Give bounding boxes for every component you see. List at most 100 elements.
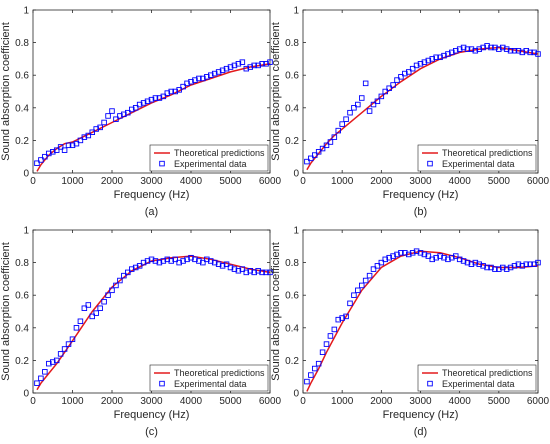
data-point-experimental: [304, 378, 310, 385]
y-tick-label: 0.4: [15, 103, 29, 114]
data-point-experimental: [160, 93, 167, 100]
data-point-experimental: [117, 113, 123, 119]
data-point-experimental: [109, 108, 115, 114]
data-point-experimental: [386, 85, 392, 91]
data-point-experimental: [46, 360, 52, 367]
data-point-experimental: [417, 61, 424, 67]
data-point-experimental: [476, 261, 483, 267]
data-point-experimental: [437, 253, 443, 259]
data-point-experimental: [398, 74, 404, 80]
x-tick-label: 6000: [527, 176, 550, 187]
data-point-experimental: [219, 263, 226, 269]
data-point-experimental: [456, 46, 463, 52]
data-point-experimental: [263, 269, 269, 276]
legend-marker-swatch: [427, 380, 433, 387]
x-tick-label: 5000: [219, 396, 242, 407]
data-point-experimental: [480, 263, 486, 269]
data-point-experimental: [366, 108, 373, 114]
data-point-experimental: [144, 98, 151, 105]
data-point-experimental: [433, 54, 439, 61]
data-point-experimental: [425, 253, 432, 259]
x-tick-label: 6000: [259, 396, 282, 407]
data-point-experimental: [527, 49, 533, 56]
data-point-experimental: [148, 256, 155, 263]
data-point-experimental: [188, 254, 194, 261]
data-point-experimental: [267, 59, 273, 65]
legend-label: Theoretical predictions: [174, 368, 265, 378]
data-point-experimental: [406, 251, 412, 258]
data-point-experimental: [156, 259, 163, 266]
x-axis-label: Frequency (Hz): [383, 189, 459, 201]
data-point-experimental: [331, 134, 338, 140]
data-point-experimental: [136, 101, 143, 108]
data-point-experimental: [97, 124, 103, 131]
data-point-experimental: [519, 49, 526, 56]
data-point-experimental: [57, 144, 64, 150]
data-point-experimental: [89, 313, 95, 320]
data-point-experimental: [125, 269, 131, 276]
data-point-experimental: [132, 264, 139, 271]
data-point-experimental: [200, 259, 206, 266]
data-point-experimental: [484, 43, 490, 49]
data-point-experimental: [65, 142, 72, 149]
data-point-experimental: [500, 44, 506, 51]
data-point-experimental: [204, 256, 210, 263]
chart-panel: 0 1000 2000 3000 4000 5000 6000 0 0.2 0.4 0.6 0.8 1 F…: [0, 226, 282, 439]
data-point-experimental: [81, 134, 88, 140]
x-tick-label: 3000: [409, 176, 432, 187]
data-point-experimental: [73, 325, 80, 331]
data-point-experimental: [247, 64, 253, 70]
data-point-experimental: [472, 48, 479, 54]
x-tick-label: 5000: [219, 176, 242, 187]
data-point-experimental: [46, 150, 52, 157]
y-tick-label: 0.6: [15, 291, 29, 302]
data-point-experimental: [184, 80, 190, 87]
data-point-experimental: [69, 336, 76, 342]
data-point-experimental: [378, 93, 385, 100]
y-tick-label: 0.4: [285, 103, 299, 114]
x-axis-label: Frequency (Hz): [114, 409, 190, 421]
y-tick-label: 0: [23, 169, 29, 180]
data-point-experimental: [77, 137, 84, 144]
data-point-experimental: [456, 256, 463, 263]
data-point-experimental: [413, 248, 420, 254]
y-tick-label: 0.8: [15, 38, 29, 49]
data-point-experimental: [445, 51, 451, 57]
data-point-experimental: [219, 67, 226, 74]
data-point-experimental: [267, 269, 273, 276]
data-point-experimental: [231, 62, 238, 69]
data-point-experimental: [247, 268, 253, 274]
data-point-experimental: [394, 77, 400, 83]
data-point-experimental: [308, 155, 314, 162]
data-point-experimental: [144, 258, 151, 264]
y-tick-label: 1: [293, 226, 299, 237]
x-tick-label: 2000: [101, 176, 124, 187]
data-point-experimental: [50, 359, 56, 365]
legend-label: Experimental data: [442, 159, 515, 169]
data-point-experimental: [347, 300, 353, 307]
data-point-experimental: [507, 48, 514, 54]
data-point-experimental: [468, 261, 475, 267]
data-point-experimental: [42, 369, 48, 375]
data-point-experimental: [425, 57, 432, 64]
data-point-experimental: [429, 256, 436, 263]
data-point-experimental: [38, 157, 44, 163]
legend-marker-swatch: [159, 380, 165, 387]
data-point-experimental: [453, 253, 459, 259]
legend-marker-swatch: [159, 160, 165, 167]
data-point-experimental: [468, 46, 475, 52]
data-point-experimental: [235, 268, 242, 274]
data-point-experimental: [441, 52, 447, 59]
data-point-experimental: [492, 44, 498, 51]
data-point-experimental: [77, 318, 84, 325]
data-point-experimental: [523, 48, 530, 54]
data-point-experimental: [34, 160, 40, 166]
x-tick-label: 0: [300, 176, 306, 187]
data-point-experimental: [390, 82, 396, 88]
data-point-experimental: [176, 259, 182, 266]
data-point-experimental: [81, 305, 88, 311]
legend-box: [149, 144, 269, 172]
y-tick-label: 0.8: [285, 258, 299, 269]
data-point-experimental: [259, 61, 265, 67]
data-point-experimental: [140, 259, 147, 266]
